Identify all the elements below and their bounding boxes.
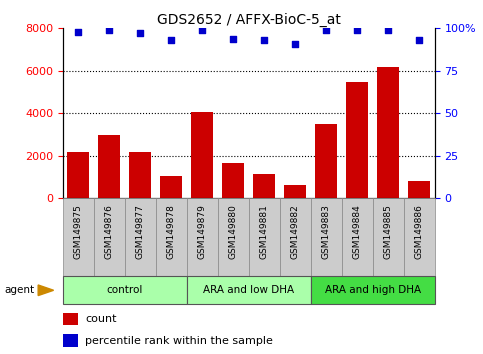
Bar [94, 198, 125, 276]
Bar [408, 181, 430, 198]
Polygon shape [38, 285, 54, 296]
Bar [311, 276, 435, 304]
Text: GSM149883: GSM149883 [322, 205, 331, 259]
Text: GSM149880: GSM149880 [229, 205, 238, 259]
Bar [218, 198, 249, 276]
Text: ARA and high DHA: ARA and high DHA [325, 285, 421, 295]
Bar [63, 334, 78, 347]
Bar [63, 198, 94, 276]
Point [229, 36, 237, 41]
Point [136, 30, 144, 36]
Title: GDS2652 / AFFX-BioC-5_at: GDS2652 / AFFX-BioC-5_at [157, 13, 341, 27]
Point [105, 27, 113, 33]
Bar [346, 82, 368, 198]
Bar [125, 198, 156, 276]
Bar [284, 185, 306, 198]
Bar [187, 198, 218, 276]
Point [322, 27, 330, 33]
Bar [68, 152, 89, 198]
Text: percentile rank within the sample: percentile rank within the sample [85, 336, 273, 346]
Text: ARA and low DHA: ARA and low DHA [203, 285, 294, 295]
Point [168, 38, 175, 43]
Bar [156, 198, 187, 276]
Point [74, 29, 82, 35]
Bar [254, 174, 275, 198]
Text: count: count [85, 314, 116, 324]
Text: GSM149878: GSM149878 [167, 205, 176, 259]
Point [199, 27, 206, 33]
Bar [187, 276, 311, 304]
Text: GSM149875: GSM149875 [74, 205, 83, 259]
Bar [311, 198, 342, 276]
Text: GSM149881: GSM149881 [260, 205, 269, 259]
Bar [404, 198, 435, 276]
Bar [99, 135, 120, 198]
Bar [129, 152, 151, 198]
Text: GSM149884: GSM149884 [353, 205, 362, 259]
Text: GSM149876: GSM149876 [105, 205, 114, 259]
Bar [342, 198, 373, 276]
Text: GSM149886: GSM149886 [415, 205, 424, 259]
Bar [373, 198, 404, 276]
Bar [222, 163, 244, 198]
Bar [63, 276, 187, 304]
Text: GSM149879: GSM149879 [198, 205, 207, 259]
Text: GSM149877: GSM149877 [136, 205, 145, 259]
Bar [191, 112, 213, 198]
Bar [160, 176, 182, 198]
Text: GSM149885: GSM149885 [384, 205, 393, 259]
Text: control: control [107, 285, 143, 295]
Bar [280, 198, 311, 276]
Point [291, 41, 299, 46]
Point [415, 38, 423, 43]
Point [260, 38, 268, 43]
Bar [377, 67, 399, 198]
Text: agent: agent [5, 285, 35, 295]
Point [384, 27, 392, 33]
Bar [249, 198, 280, 276]
Bar [63, 313, 78, 325]
Point [354, 27, 361, 33]
Text: GSM149882: GSM149882 [291, 205, 300, 259]
Bar [315, 124, 337, 198]
